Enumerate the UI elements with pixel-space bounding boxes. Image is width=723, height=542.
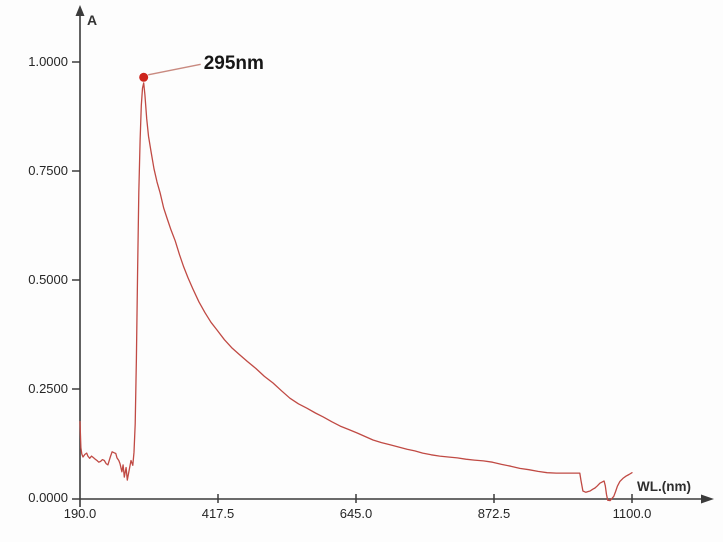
y-axis-arrow-icon [75, 5, 85, 16]
x-tick-label: 417.5 [201, 506, 235, 521]
x-tick-label: 1100.0 [612, 506, 652, 521]
x-axis-title: WL.(nm) [637, 479, 691, 494]
absorbance-curve [79, 82, 633, 502]
y-axis-title: A [87, 12, 98, 28]
y-tick-label: 0.5000 [28, 272, 68, 287]
peak-callout-line [148, 63, 201, 76]
y-tick-label: 0.0000 [28, 490, 68, 505]
x-axis-arrow-icon [701, 494, 714, 504]
y-tick-label: 0.7500 [28, 163, 68, 178]
x-tick-label: 190.0 [63, 506, 97, 521]
x-tick-label: 645.0 [339, 506, 373, 521]
x-tick-label: 872.5 [477, 506, 511, 521]
y-tick-label: 1.0000 [28, 54, 68, 69]
peak-marker [139, 72, 149, 82]
y-tick-label: 0.2500 [28, 381, 68, 396]
peak-annotation-label: 295nm [203, 53, 264, 75]
